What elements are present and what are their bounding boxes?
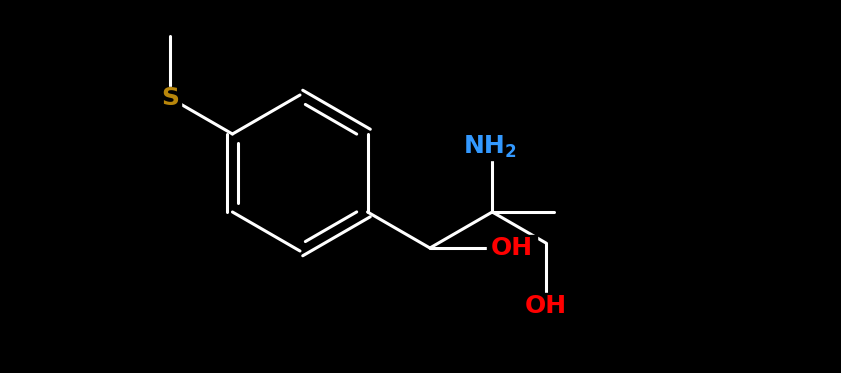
- Text: 2: 2: [505, 143, 516, 161]
- Bar: [487, 235, 537, 261]
- Bar: [521, 293, 571, 319]
- Text: OH: OH: [525, 294, 567, 318]
- Text: S: S: [161, 86, 179, 110]
- Bar: [159, 87, 181, 109]
- Bar: [463, 132, 522, 160]
- Text: OH: OH: [491, 236, 533, 260]
- Text: NH: NH: [463, 134, 505, 158]
